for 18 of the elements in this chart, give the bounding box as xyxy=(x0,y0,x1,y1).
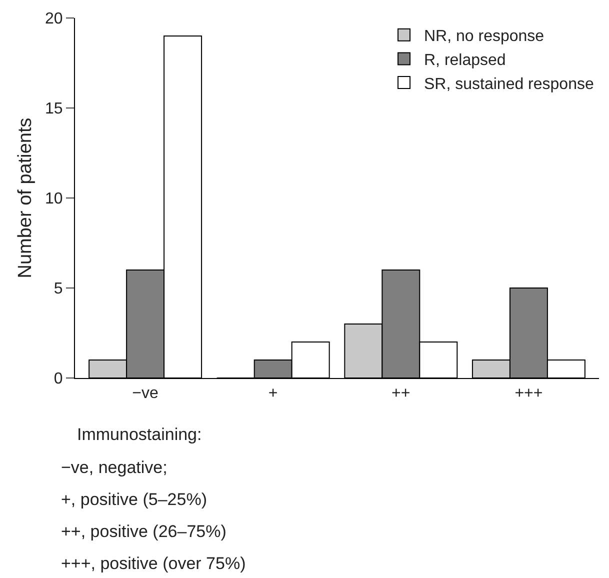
legend-label: NR, no response xyxy=(424,28,544,46)
text: Immunostaining: xyxy=(77,425,202,444)
legend-label: R, relapsed xyxy=(424,52,506,69)
y-tick-label: 0 xyxy=(54,370,63,388)
y-tick-label: 10 xyxy=(45,190,63,208)
y-tick-label: 15 xyxy=(45,100,63,118)
text: ++, positive (26–75%) xyxy=(61,522,226,541)
x-tick-label: + xyxy=(268,385,278,402)
y-axis-title: Number of patients xyxy=(14,118,36,278)
y-tick-label: 5 xyxy=(54,280,63,298)
text: −ve, negative; xyxy=(61,458,168,477)
x-tick-label: +++ xyxy=(514,385,543,402)
text: +, positive (5–25%) xyxy=(61,490,207,509)
x-tick-label: −ve xyxy=(132,385,159,402)
x-tick-label: ++ xyxy=(392,385,410,402)
text: +++, positive (over 75%) xyxy=(61,554,246,573)
legend-label: SR, sustained response xyxy=(424,76,594,93)
y-tick-label: 20 xyxy=(45,10,63,28)
